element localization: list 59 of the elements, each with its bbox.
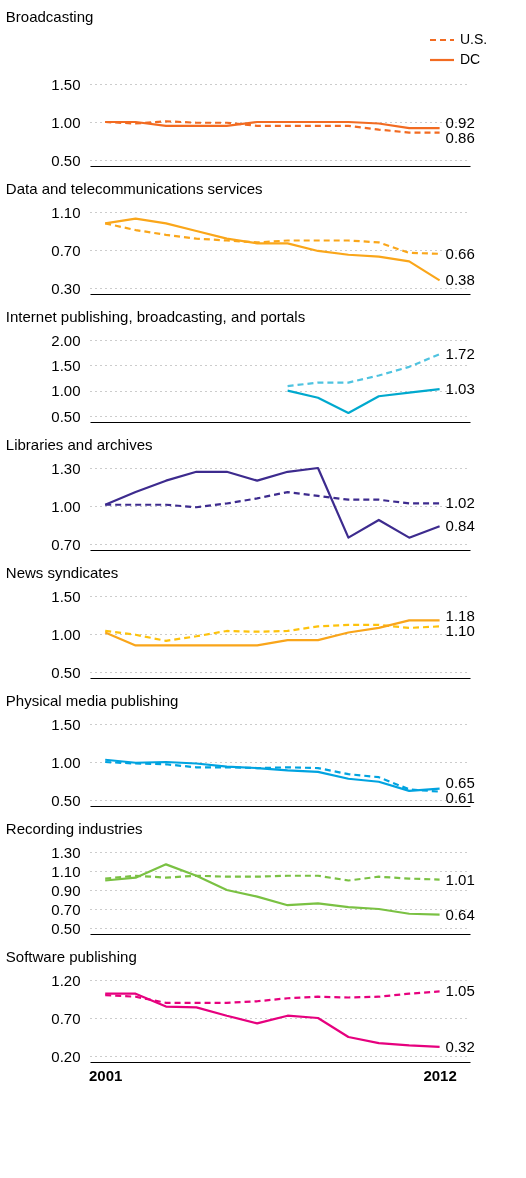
y-tick-label: 1.50 [51, 587, 81, 605]
y-tick-label: 1.20 [51, 971, 81, 989]
legend-label: DC [460, 51, 481, 67]
y-tick-label: 1.00 [51, 382, 81, 400]
y-tick-label: 1.50 [51, 75, 81, 93]
line-series [286, 353, 441, 388]
chart-title: Physical media publishing [5, 692, 179, 709]
y-tick-label: 1.10 [51, 862, 81, 880]
data-label: 1.03 [445, 380, 475, 398]
data-label: 0.84 [445, 517, 475, 535]
y-tick-label: 0.30 [51, 279, 81, 297]
y-tick-label: 1.50 [51, 356, 81, 374]
chart-title: Recording industries [5, 820, 143, 837]
chart-title: News syndicates [5, 564, 119, 581]
legend-label: U.S. [460, 31, 488, 47]
y-tick-label: 0.50 [51, 791, 81, 809]
data-label: 1.10 [445, 621, 475, 639]
data-label: 0.32 [445, 1037, 475, 1055]
y-tick-label: 1.00 [51, 113, 81, 131]
chart-title: Broadcasting [5, 8, 94, 25]
chart-title: Software publishing [5, 948, 137, 965]
y-tick-label: 2.00 [51, 331, 81, 349]
line-series [104, 623, 441, 642]
data-label: 0.64 [445, 905, 475, 923]
line-series [104, 619, 441, 647]
chart-title: Internet publishing, broadcasting, and portals [5, 308, 306, 325]
data-label: 1.18 [445, 606, 475, 624]
data-label: 1.01 [445, 870, 475, 888]
y-tick-label: 0.50 [51, 151, 81, 169]
x-tick-label: 2001 [89, 1066, 123, 1084]
y-tick-label: 1.00 [51, 625, 81, 643]
y-tick-label: 1.30 [51, 843, 81, 861]
y-tick-label: 0.90 [51, 881, 81, 899]
y-tick-label: 0.70 [51, 241, 81, 259]
data-label: 0.38 [445, 271, 475, 289]
y-tick-label: 0.70 [51, 535, 81, 553]
data-label: 1.72 [445, 345, 475, 363]
y-tick-label: 1.00 [51, 497, 81, 515]
y-tick-label: 1.00 [51, 753, 81, 771]
x-tick-label: 2012 [423, 1066, 457, 1084]
data-label: 0.66 [445, 244, 475, 262]
data-label: 0.65 [445, 773, 475, 791]
data-label: 1.05 [445, 982, 475, 1000]
data-label: 0.61 [445, 788, 475, 806]
data-label: 1.02 [445, 494, 475, 512]
y-tick-label: 0.50 [51, 919, 81, 937]
data-label: 0.92 [445, 113, 475, 131]
y-tick-label: 1.10 [51, 203, 81, 221]
line-series [286, 388, 441, 415]
y-tick-label: 1.50 [51, 715, 81, 733]
y-tick-label: 0.70 [51, 900, 81, 918]
data-label: 0.86 [445, 128, 475, 146]
y-tick-label: 1.30 [51, 459, 81, 477]
y-tick-label: 0.50 [51, 663, 81, 681]
y-tick-label: 0.50 [51, 407, 81, 425]
y-tick-label: 0.70 [51, 1009, 81, 1027]
chart-title: Libraries and archives [5, 436, 153, 453]
y-tick-label: 0.20 [51, 1047, 81, 1065]
chart-title: Data and telecommunications services [5, 180, 263, 197]
